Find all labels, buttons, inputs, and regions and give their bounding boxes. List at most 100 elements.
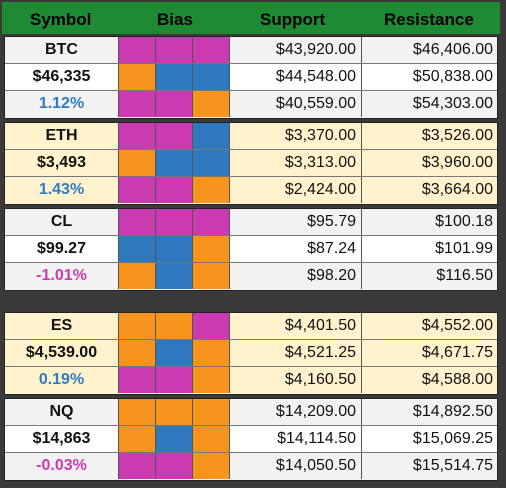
bias-cell-blue <box>156 236 193 262</box>
support-value: $87.24 <box>230 236 362 262</box>
bias-cell-blue <box>193 150 230 176</box>
bias-cell-orange <box>119 399 156 425</box>
resistance-value: $3,526.00 <box>421 127 493 144</box>
resistance-value: $15,069.25 <box>412 430 493 447</box>
bias-cell-orange <box>119 150 156 176</box>
support-value: $2,424.00 <box>230 177 362 203</box>
table-row[interactable]: $14,863 $14,114.50 $15,069.25 <box>5 426 497 453</box>
bias-cell-magenta <box>119 453 156 479</box>
symbol-price: $14,863 <box>5 426 119 452</box>
symbol-name: ES <box>5 313 119 339</box>
symbol-group-cl: CL $95.79 $100.18 $99.27 $87.24 $101.99 -1.01%… <box>4 208 498 291</box>
bias-cell-blue <box>193 123 230 149</box>
table-row[interactable]: $4,539.00 $4,521.25 $4,671.75 <box>5 340 497 367</box>
bias-cell-blue <box>119 236 156 262</box>
bias-cell-orange <box>193 263 230 289</box>
support-value: $14,209.00 <box>230 399 362 425</box>
support-value: $14,050.50 <box>230 453 362 479</box>
resistance-value: $101.99 <box>435 240 493 257</box>
table-row[interactable]: $46,335 $44,548.00 $50,838.00 <box>5 64 497 91</box>
table-row[interactable]: 1.43% $2,424.00 $3,664.00 <box>5 177 497 204</box>
table-row[interactable]: ETH $3,370.00 $3,526.00 <box>5 123 497 150</box>
bias-cell-orange <box>119 64 156 90</box>
bias-cell-magenta <box>156 453 193 479</box>
resistance-value: $3,960.00 <box>421 154 493 171</box>
support-value: $4,521.25 <box>230 340 362 366</box>
support-value: $95.79 <box>230 209 362 235</box>
bias-cell-magenta <box>156 209 193 235</box>
symbol-price: $99.27 <box>5 236 119 262</box>
bias-cell-magenta <box>193 37 230 63</box>
table-row[interactable]: BTC $43,920.00 $46,406.00 <box>5 37 497 64</box>
bias-cell-magenta <box>119 37 156 63</box>
table-row[interactable]: ES $4,401.50 $4,552.00 <box>5 313 497 340</box>
bias-cell-blue <box>193 64 230 90</box>
header-row: Symbol Bias Support Resistance <box>2 2 500 34</box>
symbol-change: 0.19% <box>5 367 119 393</box>
symbol-name: ETH <box>5 123 119 149</box>
bias-cell-magenta <box>156 37 193 63</box>
header-support[interactable]: Support <box>260 10 326 29</box>
support-value: $44,548.00 <box>230 64 362 90</box>
symbol-group-btc: BTC $43,920.00 $46,406.00 $46,335 $44,548.00… <box>4 36 498 119</box>
symbol-name: CL <box>5 209 119 235</box>
resistance-value: $54,303.00 <box>412 95 493 112</box>
resistance-value: $116.50 <box>436 267 493 284</box>
header-symbol[interactable]: Symbol <box>30 10 92 29</box>
bias-cell-orange <box>193 177 230 203</box>
resistance-value: $4,588.00 <box>421 371 493 388</box>
table-row[interactable]: $3,493 $3,313.00 $3,960.00 <box>5 150 497 177</box>
support-value: $3,313.00 <box>230 150 362 176</box>
bias-cell-magenta <box>119 177 156 203</box>
resistance-value: $4,671.75 <box>421 344 493 361</box>
bias-cell-magenta <box>156 91 193 117</box>
bias-cell-blue <box>156 150 193 176</box>
resistance-value: $3,664.00 <box>421 181 493 198</box>
symbol-name: BTC <box>5 37 119 63</box>
bias-cell-orange <box>193 91 230 117</box>
bias-cell-orange <box>193 367 230 393</box>
table-row[interactable]: 1.12% $40,559.00 $54,303.00 <box>5 91 497 118</box>
table-row[interactable]: -0.03% $14,050.50 $15,514.75 <box>5 453 497 480</box>
table-row[interactable]: -1.01% $98.20 $116.50 <box>5 263 497 290</box>
bias-cell-orange <box>193 399 230 425</box>
bias-cell-orange <box>193 236 230 262</box>
bias-cell-blue <box>156 64 193 90</box>
support-value: $14,114.50 <box>230 426 362 452</box>
bias-cell-orange <box>193 340 230 366</box>
resistance-value: $14,892.50 <box>412 403 493 420</box>
support-value: $4,401.50 <box>230 313 362 339</box>
bias-cell-magenta <box>193 313 230 339</box>
support-value: $3,370.00 <box>230 123 362 149</box>
bias-cell-orange <box>156 399 193 425</box>
bias-cell-orange <box>119 313 156 339</box>
header-resistance[interactable]: Resistance <box>384 10 474 29</box>
bias-cell-magenta <box>119 367 156 393</box>
bias-cell-magenta <box>156 367 193 393</box>
bias-cell-orange <box>156 313 193 339</box>
support-value: $43,920.00 <box>230 37 362 63</box>
table-row[interactable]: NQ $14,209.00 $14,892.50 <box>5 399 497 426</box>
table-row[interactable]: $99.27 $87.24 $101.99 <box>5 236 497 263</box>
bias-cell-orange <box>193 426 230 452</box>
bias-cell-magenta <box>119 91 156 117</box>
symbol-name: NQ <box>5 399 119 425</box>
bias-cell-magenta <box>119 123 156 149</box>
symbol-price: $46,335 <box>5 64 119 90</box>
table-row[interactable]: CL $95.79 $100.18 <box>5 209 497 236</box>
resistance-value: $15,514.75 <box>412 457 493 474</box>
symbol-price: $4,539.00 <box>5 340 119 366</box>
symbol-change: -0.03% <box>5 453 119 479</box>
resistance-value: $50,838.00 <box>412 68 493 85</box>
bias-cell-magenta <box>156 177 193 203</box>
bias-cell-blue <box>156 263 193 289</box>
symbol-price: $3,493 <box>5 150 119 176</box>
symbol-group-nq: NQ $14,209.00 $14,892.50 $14,863 $14,114.50 $… <box>4 398 498 481</box>
support-value: $98.20 <box>230 263 362 289</box>
bias-cell-orange <box>119 263 156 289</box>
bias-cell-orange <box>193 453 230 479</box>
header-bias[interactable]: Bias <box>157 10 193 29</box>
resistance-value: $4,552.00 <box>421 317 493 334</box>
table-row[interactable]: 0.19% $4,160.50 $4,588.00 <box>5 367 497 394</box>
